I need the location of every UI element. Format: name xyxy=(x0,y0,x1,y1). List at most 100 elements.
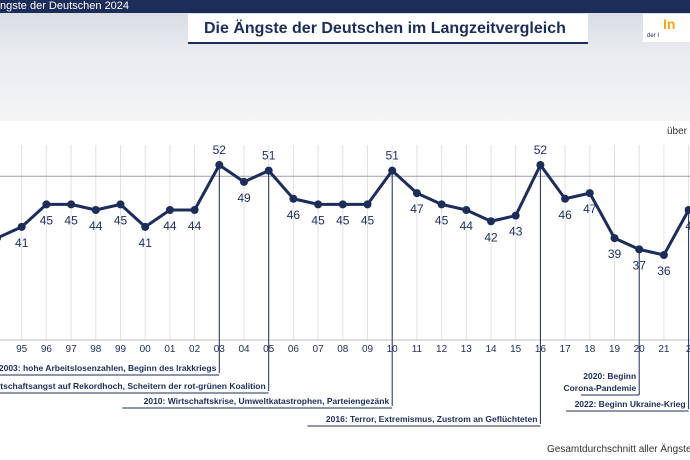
point-07 xyxy=(314,200,323,209)
point-02 xyxy=(190,206,199,214)
x-tick-00: 00 xyxy=(140,344,152,355)
annotation-text-05: rtschaftsangst auf Rekordhoch, Scheitern… xyxy=(0,381,266,391)
annotation-text-03: 2003: hohe Arbeitslosenzahlen, Beginn de… xyxy=(0,363,217,373)
data-label-01: 44 xyxy=(163,219,177,233)
point-4 xyxy=(0,235,1,241)
x-tick-97: 97 xyxy=(66,344,78,355)
data-label-06: 46 xyxy=(287,208,301,222)
x-tick-02: 02 xyxy=(189,344,201,355)
point-17 xyxy=(561,194,570,203)
x-tick-17: 17 xyxy=(560,344,572,355)
data-label-13: 44 xyxy=(460,219,474,233)
annotation-text-10: 2010: Wirtschaftskrise, Umweltkatastroph… xyxy=(144,396,390,406)
data-label-16: 52 xyxy=(534,143,548,157)
point-04 xyxy=(240,177,248,186)
point-14 xyxy=(487,217,495,226)
x-tick-2: 2 xyxy=(686,344,690,355)
x-tick-11: 11 xyxy=(412,344,423,355)
x-tick-08: 08 xyxy=(337,344,349,355)
x-tick-20: 20 xyxy=(634,344,646,355)
data-label-96: 45 xyxy=(40,213,54,227)
data-label-02: 44 xyxy=(188,219,202,233)
point-19 xyxy=(610,234,619,243)
data-label-04: 49 xyxy=(237,191,251,205)
point-10 xyxy=(388,166,397,175)
x-tick-16: 16 xyxy=(535,344,547,355)
logo-main-text: In xyxy=(663,16,676,32)
x-tick-21: 21 xyxy=(658,344,670,355)
x-tick-18: 18 xyxy=(584,344,596,355)
annotation-text-20: 2020: Beginn xyxy=(583,371,636,381)
point-09 xyxy=(363,200,372,209)
data-label-20: 37 xyxy=(633,258,647,272)
data-label-03: 52 xyxy=(213,143,227,157)
x-tick-13: 13 xyxy=(461,344,473,355)
chart-subtitle: ngste der Deutschen 2024 xyxy=(0,0,130,12)
top-banner: ngste der Deutschen 2024 xyxy=(0,0,690,13)
footer-note: Gesamtdurchschnitt aller Ängste in xyxy=(547,444,690,455)
x-tick-03: 03 xyxy=(214,344,226,355)
point-2 xyxy=(684,206,690,214)
data-label-09: 45 xyxy=(361,213,375,227)
point-01 xyxy=(165,206,174,214)
x-tick-12: 12 xyxy=(436,344,448,355)
data-label-14: 42 xyxy=(484,230,498,244)
data-label-00: 41 xyxy=(139,236,153,250)
point-99 xyxy=(116,200,125,209)
x-tick-98: 98 xyxy=(90,344,102,355)
x-tick-14: 14 xyxy=(485,344,497,355)
x-tick-10: 10 xyxy=(387,344,399,355)
annotation-text2-20: Corona-Pandemie xyxy=(563,383,636,393)
data-label-05: 51 xyxy=(262,149,276,163)
x-tick-05: 05 xyxy=(263,344,275,355)
x-tick-04: 04 xyxy=(238,344,250,355)
data-label-98: 44 xyxy=(89,219,103,233)
point-08 xyxy=(338,200,347,209)
point-95 xyxy=(17,222,26,231)
logo-sub-text: der I xyxy=(647,33,660,39)
data-label-11: 47 xyxy=(410,202,424,216)
point-11 xyxy=(412,189,421,198)
data-label-18: 47 xyxy=(583,202,597,216)
data-label-08: 45 xyxy=(336,213,350,227)
x-tick-15: 15 xyxy=(510,344,522,355)
point-97 xyxy=(67,200,76,209)
point-13 xyxy=(462,206,471,214)
x-tick-96: 96 xyxy=(41,344,53,355)
point-12 xyxy=(437,200,446,209)
x-tick-95: 95 xyxy=(16,344,28,355)
data-label-99: 45 xyxy=(114,213,128,227)
point-16 xyxy=(536,161,545,169)
annotation-text-2: 2022: Beginn Ukraine-Krieg xyxy=(575,399,686,409)
x-tick-09: 09 xyxy=(362,344,374,355)
x-tick-06: 06 xyxy=(288,344,300,355)
data-label-15: 43 xyxy=(509,225,523,239)
x-tick-07: 07 xyxy=(313,344,325,355)
unit-label: über xyxy=(667,126,688,137)
data-label-21: 36 xyxy=(657,264,671,278)
point-15 xyxy=(511,211,520,220)
point-96 xyxy=(42,200,51,209)
x-tick-19: 19 xyxy=(609,344,621,355)
point-06 xyxy=(289,194,298,203)
data-label-95: 41 xyxy=(15,236,29,250)
chart-title: Die Ängste der Deutschen im Langzeitverg… xyxy=(204,20,566,37)
point-05 xyxy=(264,166,273,175)
data-label-2: 4 xyxy=(685,219,690,233)
point-00 xyxy=(141,222,150,231)
data-label-17: 46 xyxy=(558,208,572,222)
data-label-4: 9 xyxy=(0,247,1,261)
point-98 xyxy=(91,206,100,214)
data-label-12: 45 xyxy=(435,213,449,227)
data-label-19: 39 xyxy=(608,247,622,261)
point-21 xyxy=(659,251,668,259)
title-box: Die Ängste der Deutschen im Langzeitverg… xyxy=(188,14,588,44)
point-18 xyxy=(585,189,594,198)
logo: In der I xyxy=(643,14,690,42)
point-20 xyxy=(635,245,644,254)
data-label-07: 45 xyxy=(311,213,325,227)
point-03 xyxy=(215,161,224,169)
annotation-text-16: 2016: Terror, Extremismus, Zustrom an Ge… xyxy=(326,414,537,424)
x-tick-01: 01 xyxy=(164,344,176,355)
